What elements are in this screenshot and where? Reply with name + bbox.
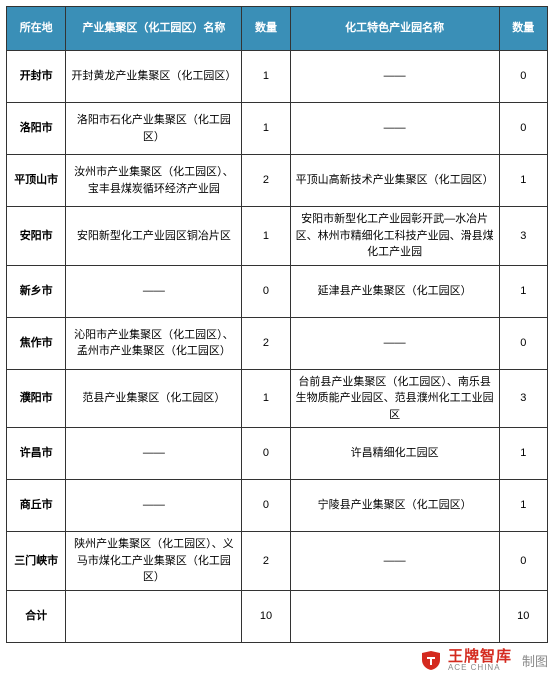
cell-qty1: 1 <box>242 103 290 155</box>
cell-location: 濮阳市 <box>7 369 66 428</box>
cell-feature-park-name: 延津县产业集聚区（化工园区） <box>290 265 499 317</box>
table-row: 三门峡市陕州产业集聚区（化工园区）、义马市煤化工产业集聚区（化工园区）2——0 <box>7 532 548 591</box>
cell-qty1: 1 <box>242 51 290 103</box>
brand-name-en: ACE CHINA <box>448 664 512 672</box>
cell-feature-park-name: —— <box>290 532 499 591</box>
brand-text: 王牌智库 ACE CHINA <box>448 649 512 672</box>
table-row: 濮阳市范县产业集聚区（化工园区）1台前县产业集聚区（化工园区）、南乐县生物质能产… <box>7 369 548 428</box>
cell-qty1: 2 <box>242 532 290 591</box>
table-header: 所在地 产业集聚区（化工园区）名称 数量 化工特色产业园名称 数量 <box>7 7 548 51</box>
cell-qty2: 1 <box>499 428 547 480</box>
table-row: 商丘市——0宁陵县产业集聚区（化工园区）1 <box>7 480 548 532</box>
table-row: 安阳市安阳新型化工产业园区铜冶片区1安阳市新型化工产业园彰开武—水冶片区、林州市… <box>7 207 548 266</box>
cell-cluster-name: 沁阳市产业集聚区（化工园区）、孟州市产业集聚区（化工园区） <box>66 317 242 369</box>
cell-cluster-name: —— <box>66 428 242 480</box>
table-row: 开封市开封黄龙产业集聚区（化工园区）1——0 <box>7 51 548 103</box>
cell-cluster-name: 安阳新型化工产业园区铜冶片区 <box>66 207 242 266</box>
cell-feature-park-name: 许昌精细化工园区 <box>290 428 499 480</box>
cell-location: 开封市 <box>7 51 66 103</box>
cell-location: 商丘市 <box>7 480 66 532</box>
cell-cluster-name: 洛阳市石化产业集聚区（化工园区） <box>66 103 242 155</box>
cell-qty2: 3 <box>499 369 547 428</box>
cell-qty2: 0 <box>499 532 547 591</box>
col-header-cluster-name: 产业集聚区（化工园区）名称 <box>66 7 242 51</box>
brand-logo-icon <box>420 649 442 671</box>
cell-location: 三门峡市 <box>7 532 66 591</box>
cell-qty1: 0 <box>242 480 290 532</box>
cell-feature-park-name: —— <box>290 103 499 155</box>
col-header-feature-park-name: 化工特色产业园名称 <box>290 7 499 51</box>
cell-location: 平顶山市 <box>7 155 66 207</box>
footer-tag: 制图 <box>522 651 548 670</box>
table-row: 合计 10 10 <box>7 590 548 642</box>
cell-location: 安阳市 <box>7 207 66 266</box>
cell-cluster-name: —— <box>66 265 242 317</box>
cell-qty1: 0 <box>242 265 290 317</box>
cell-qty1: 2 <box>242 155 290 207</box>
cell-qty2: 10 <box>499 590 547 642</box>
cell-qty1: 10 <box>242 590 290 642</box>
table-row: 焦作市沁阳市产业集聚区（化工园区）、孟州市产业集聚区（化工园区）2——0 <box>7 317 548 369</box>
cell-feature-park-name: 平顶山高新技术产业集聚区（化工园区） <box>290 155 499 207</box>
col-header-location: 所在地 <box>7 7 66 51</box>
table-body: 开封市开封黄龙产业集聚区（化工园区）1——0洛阳市洛阳市石化产业集聚区（化工园区… <box>7 51 548 643</box>
cell-feature-park-name: 安阳市新型化工产业园彰开武—水冶片区、林州市精细化工科技产业园、滑县煤化工产业园 <box>290 207 499 266</box>
cell-qty1: 2 <box>242 317 290 369</box>
cell-qty2: 0 <box>499 317 547 369</box>
cell-cluster-name: 汝州市产业集聚区（化工园区）、宝丰县煤炭循环经济产业园 <box>66 155 242 207</box>
cell-feature-park-name: —— <box>290 51 499 103</box>
cell-qty1: 1 <box>242 207 290 266</box>
cell-location: 洛阳市 <box>7 103 66 155</box>
cell-feature-park-name: —— <box>290 317 499 369</box>
cell-qty2: 0 <box>499 51 547 103</box>
cell-cluster-name: 开封黄龙产业集聚区（化工园区） <box>66 51 242 103</box>
cell-cluster-name: 陕州产业集聚区（化工园区）、义马市煤化工产业集聚区（化工园区） <box>66 532 242 591</box>
cell-qty2: 1 <box>499 155 547 207</box>
col-header-qty1: 数量 <box>242 7 290 51</box>
cell-cluster-name <box>66 590 242 642</box>
col-header-qty2: 数量 <box>499 7 547 51</box>
cell-qty2: 1 <box>499 480 547 532</box>
cell-qty2: 0 <box>499 103 547 155</box>
cell-qty2: 3 <box>499 207 547 266</box>
cell-feature-park-name: 宁陵县产业集聚区（化工园区） <box>290 480 499 532</box>
cell-cluster-name: —— <box>66 480 242 532</box>
cell-location: 合计 <box>7 590 66 642</box>
cell-cluster-name: 范县产业集聚区（化工园区） <box>66 369 242 428</box>
cell-feature-park-name: 台前县产业集聚区（化工园区）、南乐县生物质能产业园区、范县濮州化工工业园区 <box>290 369 499 428</box>
table-row: 新乡市——0延津县产业集聚区（化工园区）1 <box>7 265 548 317</box>
cell-qty1: 0 <box>242 428 290 480</box>
table-row: 许昌市——0许昌精细化工园区1 <box>7 428 548 480</box>
cell-location: 新乡市 <box>7 265 66 317</box>
cell-qty1: 1 <box>242 369 290 428</box>
table-row: 洛阳市洛阳市石化产业集聚区（化工园区）1——0 <box>7 103 548 155</box>
footer: 王牌智库 ACE CHINA 制图 <box>6 649 548 672</box>
cell-feature-park-name <box>290 590 499 642</box>
table-row: 平顶山市汝州市产业集聚区（化工园区）、宝丰县煤炭循环经济产业园2平顶山高新技术产… <box>7 155 548 207</box>
cell-qty2: 1 <box>499 265 547 317</box>
data-table: 所在地 产业集聚区（化工园区）名称 数量 化工特色产业园名称 数量 开封市开封黄… <box>6 6 548 643</box>
cell-location: 焦作市 <box>7 317 66 369</box>
cell-location: 许昌市 <box>7 428 66 480</box>
